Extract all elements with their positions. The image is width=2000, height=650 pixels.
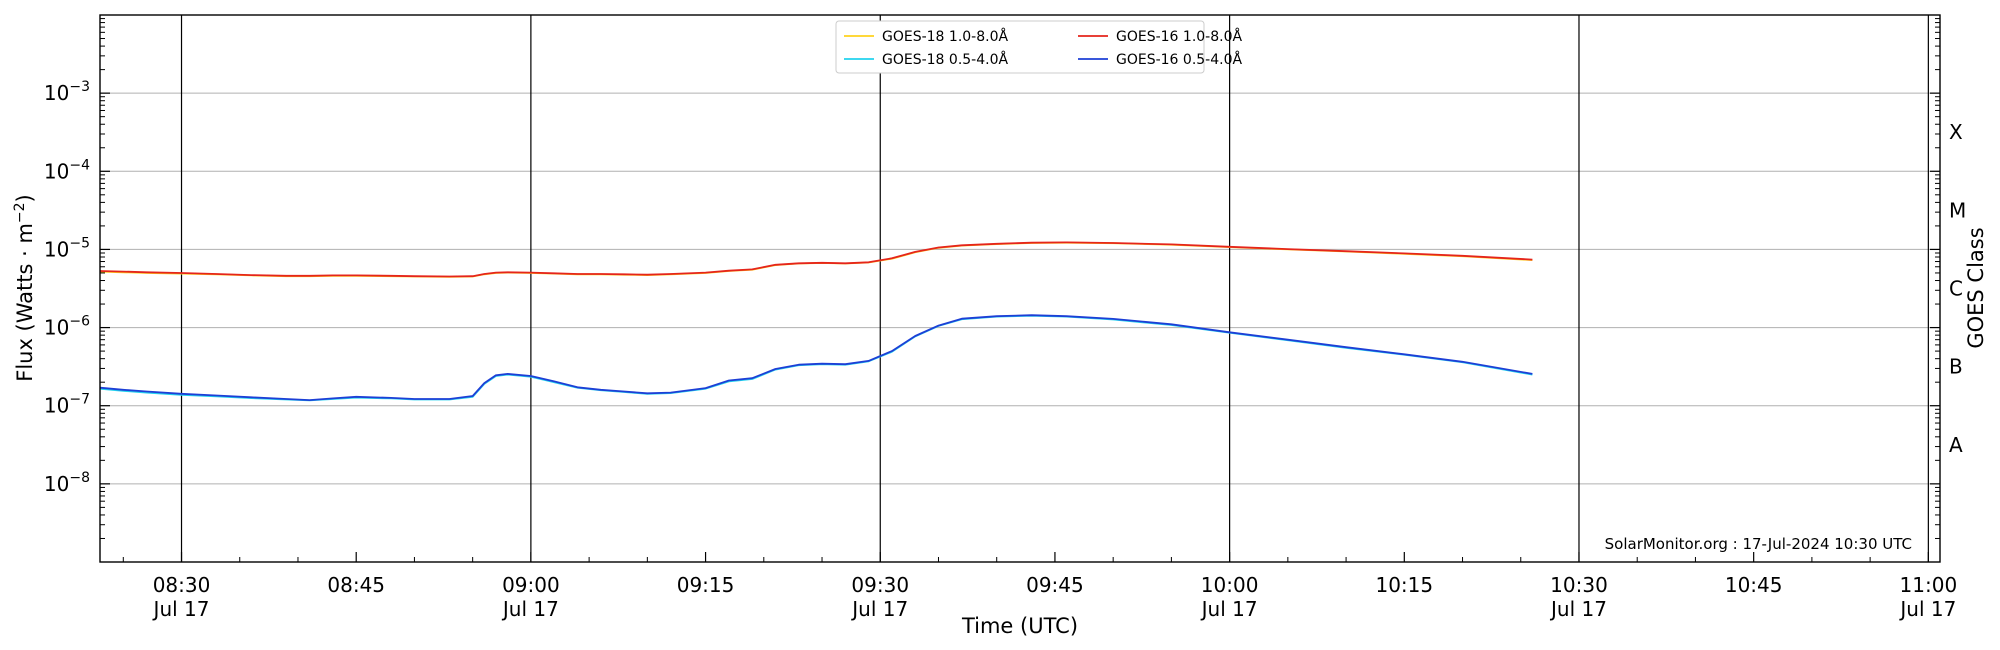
x-tick-label-time: 09:15	[677, 573, 735, 597]
y-tick-label-base: 10	[44, 472, 69, 496]
legend-entry-label: GOES-16 0.5-4.0Å	[1116, 51, 1242, 68]
y-tick-label-base: 10	[44, 316, 69, 340]
y-tick-label: 10−7	[44, 392, 90, 418]
y-tick-label-base: 10	[44, 81, 69, 105]
y-tick-label-exponent: −8	[69, 470, 90, 486]
y-tick-label: 10−4	[44, 157, 90, 183]
series-line	[99, 314, 1533, 402]
x-tick-label-date: Jul 17	[152, 597, 210, 621]
y-axis-title-close: )	[13, 194, 37, 202]
x-tick-label-date: Jul 17	[501, 597, 559, 621]
y-tick-label-exponent: −6	[69, 314, 90, 330]
series-layer	[99, 241, 1533, 402]
y-tick-label-base: 10	[44, 394, 69, 418]
y2-axis-title: GOES Class	[1964, 227, 1988, 348]
series-line	[99, 241, 1533, 278]
y-tick-label-base: 10	[44, 237, 69, 261]
y-tick-label-exponent: −4	[69, 157, 90, 173]
y-axis-title-exponent: −2	[12, 202, 28, 223]
vertical-lines-layer	[180, 15, 1929, 562]
x-tick-label-time: 09:45	[1026, 573, 1084, 597]
credit-annotation: SolarMonitor.org : 17-Jul-2024 10:30 UTC	[1605, 535, 1912, 553]
x-tick-label-time: 10:45	[1725, 573, 1783, 597]
ticks-layer	[100, 18, 1940, 562]
goes-class-label: X	[1949, 120, 1963, 144]
x-tick-label-time: 10:00	[1201, 573, 1259, 597]
x-tick-label-date: Jul 17	[1898, 597, 1956, 621]
goes-class-label: A	[1949, 433, 1963, 457]
x-tick-label-time: 08:45	[327, 573, 385, 597]
y-axis-title: Flux (Watts · m−2)	[12, 194, 37, 382]
goes-class-label: B	[1949, 355, 1963, 379]
y-tick-label-exponent: −3	[69, 79, 90, 95]
y-tick-label: 10−6	[44, 314, 90, 340]
x-tick-label-time: 09:00	[502, 573, 560, 597]
legend-frame	[835, 20, 1205, 74]
x-tick-label-time: 10:15	[1375, 573, 1433, 597]
y-tick-label-exponent: −5	[69, 235, 90, 251]
x-axis-title: Time (UTC)	[961, 614, 1078, 638]
y-tick-label-exponent: −7	[69, 392, 90, 408]
goes-class-label: C	[1949, 277, 1963, 301]
x-tick-label-time: 10:30	[1550, 573, 1608, 597]
x-tick-label-date: Jul 17	[850, 597, 908, 621]
legend: GOES-18 1.0-8.0Å GOES-18 0.5-4.0Å GOES-16 …	[835, 20, 1242, 74]
goes-class-label: M	[1949, 198, 1966, 222]
y-tick-label: 10−8	[44, 470, 90, 496]
x-tick-label-time: 09:30	[851, 573, 909, 597]
legend-entry-label: GOES-18 0.5-4.0Å	[882, 51, 1008, 68]
y-axis-title-main: Flux (Watts · m	[13, 223, 37, 382]
x-tick-label-time: 11:00	[1900, 573, 1958, 597]
grid-layer	[100, 92, 1940, 485]
y-tick-label-base: 10	[44, 159, 69, 183]
series-line	[99, 241, 1533, 278]
x-tick-label-date: Jul 17	[1200, 597, 1258, 621]
legend-entry-label: GOES-16 1.0-8.0Å	[1116, 28, 1242, 45]
x-tick-label-date: Jul 17	[1549, 597, 1607, 621]
series-line	[99, 314, 1533, 402]
legend-entry-label: GOES-18 1.0-8.0Å	[882, 28, 1008, 45]
y-tick-label: 10−5	[44, 235, 90, 261]
x-tick-label-time: 08:30	[153, 573, 211, 597]
y-tick-label: 10−3	[44, 79, 90, 105]
plot-frame	[99, 14, 1941, 563]
